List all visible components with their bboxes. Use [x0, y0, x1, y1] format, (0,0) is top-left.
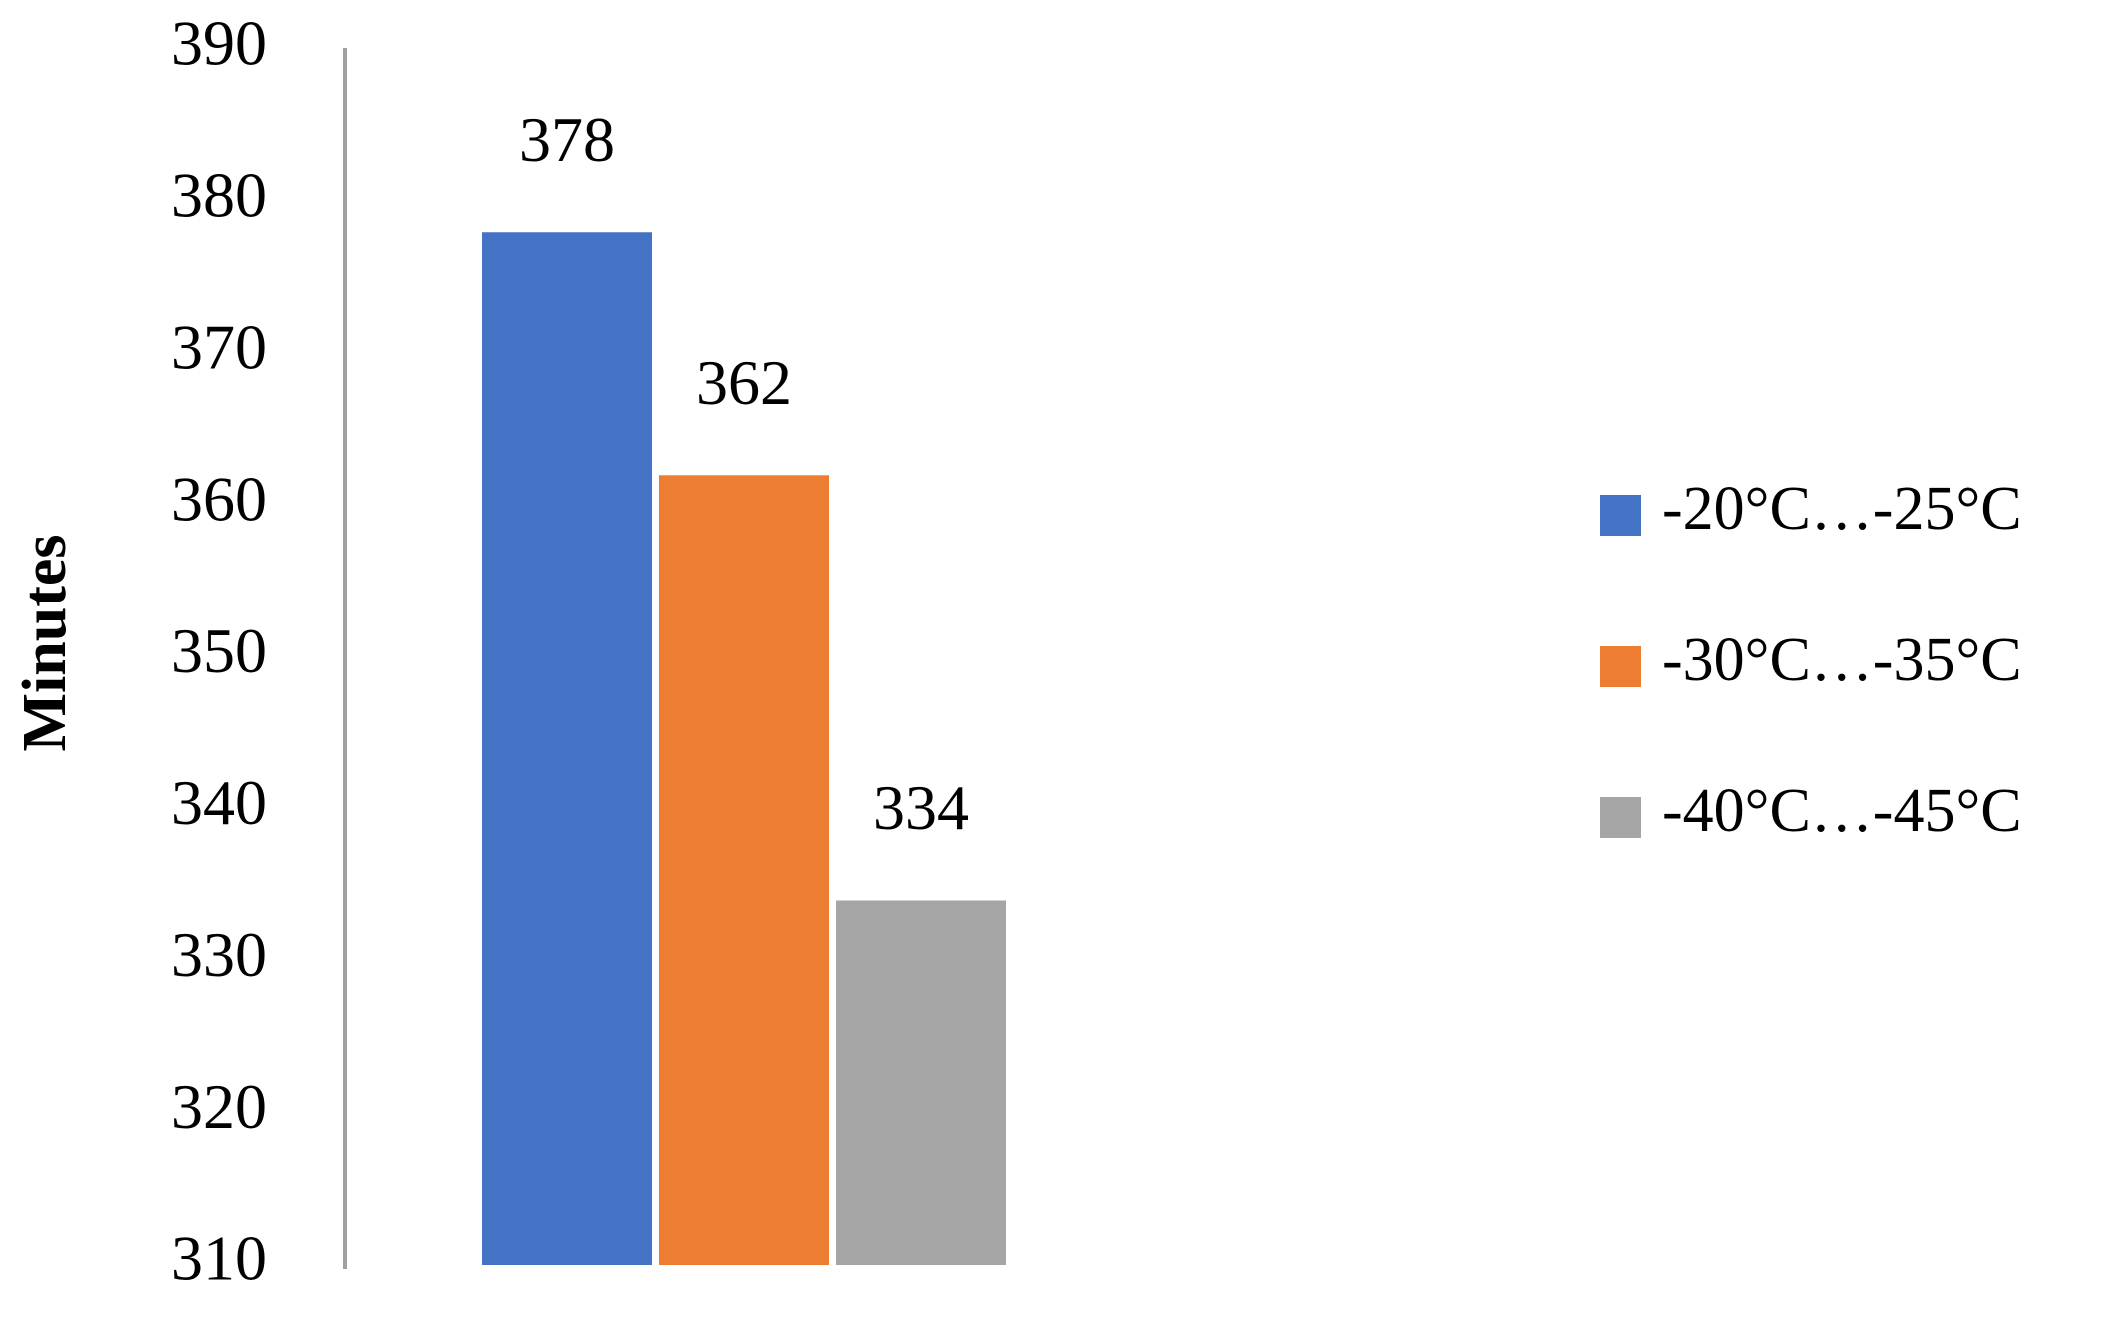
data-label: 378: [519, 104, 615, 175]
legend-swatch: [1600, 646, 1641, 687]
bar: [836, 900, 1006, 1265]
legend-label: -30°C…-35°C: [1662, 626, 2022, 694]
data-label: 334: [873, 772, 969, 843]
y-tick-label: 390: [171, 8, 267, 79]
legend-swatch: [1600, 495, 1641, 536]
y-tick-label: 320: [171, 1071, 267, 1142]
y-tick-label: 330: [171, 919, 267, 990]
data-label: 362: [696, 347, 792, 418]
y-tick-label: 340: [171, 767, 267, 838]
bar: [482, 232, 652, 1265]
y-tick-label: 370: [171, 311, 267, 382]
legend-label: -40°C…-45°C: [1662, 777, 2022, 845]
legend-label: -20°C…-25°C: [1662, 475, 2022, 543]
y-tick-label: 310: [171, 1223, 267, 1294]
bar: [659, 475, 829, 1265]
y-tick-label: 360: [171, 463, 267, 534]
y-tick-label: 380: [171, 160, 267, 231]
legend-swatch: [1600, 797, 1641, 838]
y-tick-label: 350: [171, 615, 267, 686]
y-axis-label: Minutes: [11, 535, 79, 752]
